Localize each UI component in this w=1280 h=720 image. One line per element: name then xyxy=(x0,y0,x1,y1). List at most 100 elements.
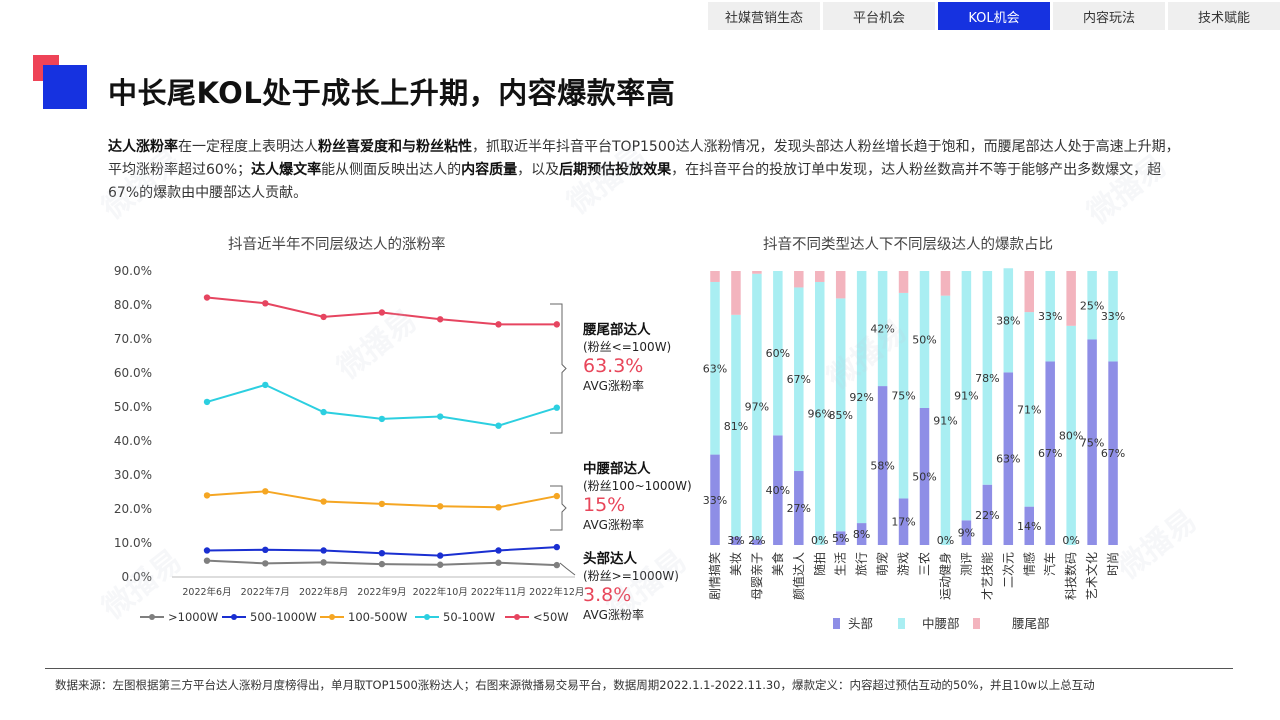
data-label-mid: 33% xyxy=(1038,310,1062,323)
bracket-head xyxy=(559,562,576,576)
desc-highlight: 达人爆文率 xyxy=(251,162,322,178)
footer-divider xyxy=(45,668,1233,669)
data-label-mid: 85% xyxy=(828,409,852,422)
legend-label: 头部 xyxy=(848,616,873,631)
legend-label: >1000W xyxy=(168,610,218,624)
y-tick-label: 10.0% xyxy=(114,536,152,550)
data-label-head: 58% xyxy=(870,460,894,473)
bar-segment-2 xyxy=(794,271,804,288)
x-tick-label: 2022年12月 xyxy=(529,586,584,598)
bar-segment-1 xyxy=(940,295,951,545)
data-point xyxy=(203,398,211,406)
data-label-head: 75% xyxy=(1080,436,1104,449)
bar-segment-2 xyxy=(815,271,825,282)
category-label: 艺术文化 xyxy=(1084,552,1099,600)
x-tick-label: 2022年9月 xyxy=(357,586,406,598)
data-point xyxy=(262,546,269,553)
bar-segment-1 xyxy=(1108,271,1118,362)
legend-swatch xyxy=(973,618,980,629)
y-tick-label: 80.0% xyxy=(114,298,152,312)
category-label: 生活 xyxy=(834,552,848,576)
data-point xyxy=(437,413,444,420)
category-label: 二次元 xyxy=(1001,552,1015,588)
y-tick-label: 70.0% xyxy=(114,332,152,346)
category-label: 游戏 xyxy=(897,552,911,576)
data-label-mid: 96% xyxy=(808,407,832,420)
category-label: 三农 xyxy=(918,552,932,576)
annotation-sub: (粉丝<=100W) xyxy=(583,340,672,354)
tab-1[interactable]: 平台机会 xyxy=(823,2,935,30)
data-point xyxy=(262,488,269,495)
bar-segment-0 xyxy=(856,523,867,545)
bar-segment-0 xyxy=(794,471,804,545)
bar-chart-title: 抖音不同类型达人下不同层级达人的爆款占比 xyxy=(763,237,1053,253)
category-label: 时尚 xyxy=(1106,552,1120,576)
annotation-head: 中腰部达人 xyxy=(583,461,651,477)
data-point xyxy=(320,313,327,321)
tab-4[interactable]: 技术赋能 xyxy=(1168,2,1280,30)
data-label-head: 0% xyxy=(1062,534,1079,547)
annotation-sub: (粉丝100~1000W) xyxy=(583,479,692,493)
bar-segment-1 xyxy=(856,271,867,524)
tab-0[interactable]: 社媒营销生态 xyxy=(708,2,820,30)
category-label: 萌宠 xyxy=(875,552,890,576)
data-label-mid: 25% xyxy=(1080,299,1104,312)
data-point xyxy=(553,561,560,569)
bar-segment-1 xyxy=(1045,271,1055,362)
desc-highlight: 内容质量 xyxy=(461,162,518,178)
data-label-head: 2% xyxy=(748,534,765,547)
x-tick-label: 2022年11月 xyxy=(471,586,526,598)
data-label-mid: 42% xyxy=(870,323,894,336)
bar-segment-1 xyxy=(835,298,846,532)
category-label: 才艺技能 xyxy=(980,552,994,600)
bar-segment-1 xyxy=(773,271,783,436)
annotation-sub: (粉丝>=1000W) xyxy=(583,569,679,583)
data-point xyxy=(320,559,327,566)
tab-2[interactable]: KOL机会 xyxy=(938,2,1050,30)
data-point xyxy=(437,503,444,510)
data-label-head: 33% xyxy=(703,494,727,507)
desc-highlight: 后期预估投放效果 xyxy=(559,162,672,178)
data-point xyxy=(262,300,269,307)
annotation-value: 3.8% xyxy=(583,584,632,606)
data-label-head: 14% xyxy=(1017,520,1041,533)
category-label: 美食 xyxy=(770,552,785,576)
x-tick-label: 2022年7月 xyxy=(241,586,290,598)
bar-segment-2 xyxy=(752,271,762,274)
y-tick-label: 20.0% xyxy=(114,502,152,516)
x-tick-label: 2022年10月 xyxy=(413,586,468,598)
data-label-mid: 78% xyxy=(975,372,999,385)
data-label-head: 8% xyxy=(853,528,870,541)
category-label: 颜值达人 xyxy=(791,552,806,600)
data-label-mid: 91% xyxy=(933,414,957,427)
x-tick-label: 2022年6月 xyxy=(182,586,231,598)
bar-segment-0 xyxy=(1045,361,1055,545)
annotation-label: AVG涨粉率 xyxy=(583,379,644,393)
bar-segment-1 xyxy=(877,271,888,387)
bar-segment-0 xyxy=(982,484,993,545)
data-label-head: 3% xyxy=(727,534,744,547)
bar-segment-2 xyxy=(835,271,846,299)
bar-segment-2 xyxy=(1066,271,1076,326)
data-point xyxy=(553,492,560,500)
legend-marker xyxy=(329,614,335,620)
data-label-mid: 38% xyxy=(996,314,1020,327)
y-tick-label: 30.0% xyxy=(114,468,152,482)
data-label-mid: 60% xyxy=(766,347,790,360)
legend-swatch xyxy=(833,618,840,629)
data-label-head: 67% xyxy=(1101,447,1125,460)
bar-segment-1 xyxy=(1087,271,1097,340)
tab-3[interactable]: 内容玩法 xyxy=(1053,2,1165,30)
data-point xyxy=(553,321,560,328)
category-label: 美妆 xyxy=(729,552,743,576)
legend-label: 腰尾部 xyxy=(1012,616,1050,631)
bar-segment-2 xyxy=(731,271,741,315)
data-point xyxy=(495,547,502,554)
bar-segment-1 xyxy=(815,281,825,545)
data-point xyxy=(495,422,502,429)
bar-segment-1 xyxy=(1066,325,1076,545)
desc-text: 在一定程度上表明达人 xyxy=(178,139,318,155)
desc-highlight: 粉丝喜爱度和与粉丝粘性 xyxy=(318,139,472,155)
bar-segment-0 xyxy=(752,539,762,545)
desc-text: ，抓取近半年抖音平台TOP1500达人涨粉情况，发现头部达人粉丝增长趋于饱和，而… xyxy=(108,139,1180,178)
